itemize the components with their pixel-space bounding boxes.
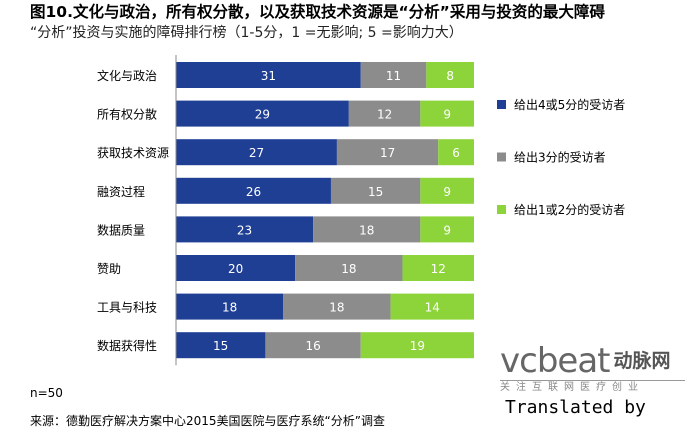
bar-segment (336, 139, 439, 166)
sample-size-note: n=50 (30, 386, 63, 400)
bar-segment (438, 139, 474, 166)
data-label: 6 (452, 146, 460, 160)
vcbeat-logo: vcbeat 动脉网 关注互联网医疗创业 (500, 342, 685, 394)
data-label: 11 (386, 69, 401, 83)
bar-segment (176, 62, 361, 88)
data-label: 18 (341, 262, 356, 276)
data-label: 19 (410, 339, 425, 353)
legend-label: 给出1或2分的受访者 (514, 202, 625, 217)
bar-segment (176, 255, 296, 281)
data-label: 9 (443, 223, 451, 237)
data-label: 29 (255, 108, 270, 122)
chart-title: 图10.文化与政治，所有权分散，以及获取技术资源是“分析”采用与投资的最大障碍 (30, 3, 605, 21)
translated-by: Translated by (505, 397, 646, 418)
legend-swatch (497, 152, 506, 162)
legend-label: 给出3分的受访者 (514, 150, 606, 165)
category-label: 工具与科技 (97, 301, 157, 315)
bar-segment (265, 332, 361, 359)
bar-segment (176, 332, 266, 359)
data-label: 23 (237, 223, 252, 237)
data-label: 15 (213, 339, 228, 353)
bar-segment (348, 100, 421, 127)
bar-segment (390, 293, 474, 320)
data-label: 17 (380, 146, 395, 160)
data-label: 31 (261, 69, 276, 83)
category-label: 所有权分散 (97, 107, 157, 122)
legend-swatch (497, 100, 506, 109)
data-label: 9 (443, 108, 451, 122)
bar-segment (176, 293, 284, 320)
source-note: 来源：德勤医疗解决方案中心2015美国医院与医疗系统“分析”调查 (30, 414, 385, 428)
bar-segment (360, 332, 474, 359)
chart-subtitle: “分析”投资与实施的障碍排行榜（1-5分，1 =无影响; 5 =影响力大） (30, 25, 463, 41)
data-label: 18 (329, 301, 344, 315)
data-label: 20 (228, 262, 243, 276)
bar-segment (176, 216, 314, 243)
data-label: 8 (446, 69, 454, 83)
data-label: 14 (425, 301, 440, 315)
category-label: 获取技术资源 (97, 146, 169, 160)
bar-segment (295, 255, 403, 281)
data-label: 12 (377, 108, 392, 122)
category-label: 数据获得性 (97, 338, 157, 353)
data-label: 12 (431, 262, 446, 276)
bar-segment (176, 100, 349, 127)
bar-segment (402, 255, 474, 281)
data-label: 18 (359, 223, 374, 237)
legend-swatch (497, 205, 506, 214)
bar-segment (176, 177, 331, 204)
data-label: 26 (246, 185, 261, 199)
bar-segment (420, 216, 474, 243)
bar-segment (420, 100, 474, 127)
data-label: 9 (443, 185, 451, 199)
data-label: 27 (249, 146, 264, 160)
data-label: 15 (368, 185, 383, 199)
data-label: 16 (305, 339, 320, 353)
category-label: 融资过程 (97, 184, 145, 199)
bar-segment (360, 62, 427, 88)
bar-segment (330, 177, 421, 204)
bar-segment (313, 216, 421, 243)
bar-segment (283, 293, 391, 320)
category-label: 数据质量 (97, 222, 145, 237)
category-label: 赞助 (97, 262, 121, 276)
data-label: 18 (222, 301, 237, 315)
bar-segment (420, 177, 474, 204)
legend-label: 给出4或5分的受访者 (514, 97, 625, 112)
bar-segment (176, 139, 337, 166)
bar-segment (426, 62, 474, 88)
category-label: 文化与政治 (97, 68, 157, 83)
